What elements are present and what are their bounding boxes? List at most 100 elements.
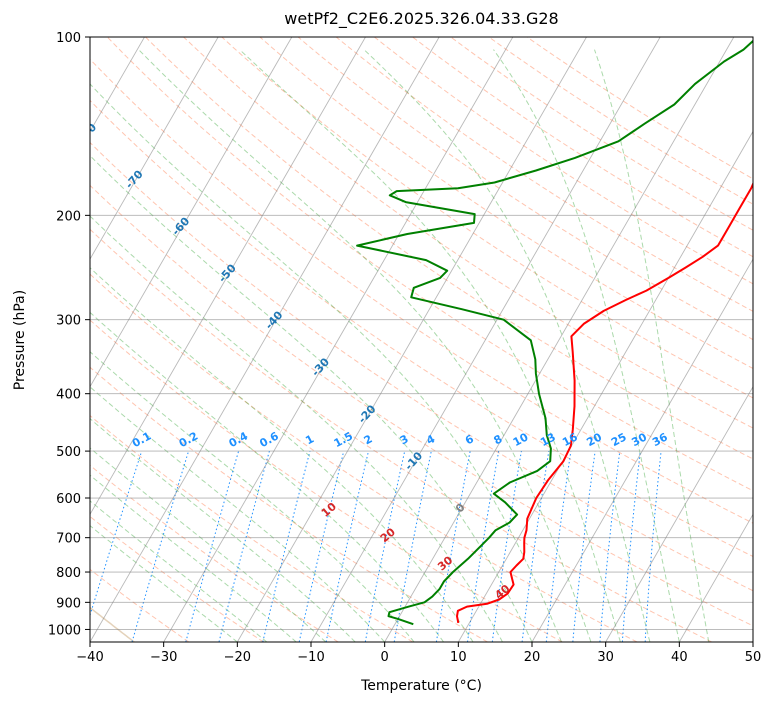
dry-adiabat [183,37,753,429]
mixing-ratio-line [545,451,572,642]
mixing-ratio-line [491,451,522,642]
moist-adiabat [90,386,386,642]
mixing-ratio-label: 20 [584,430,604,449]
plot-frame [89,36,754,643]
dry-adiabat [90,414,414,642]
mixing-ratio-label: 13 [538,430,558,449]
mixing-ratio-line [435,451,471,642]
dry-adiabat [90,99,753,558]
x-tick-label: 30 [597,650,614,665]
dry-adiabat [90,319,563,642]
moist-adiabat [90,215,503,642]
mixing-ratio-label: 0.1 [130,429,153,450]
x-tick-label: −30 [150,650,177,665]
wetbulb-label: -40 [263,308,286,332]
mixing-ratio-line [393,451,432,642]
y-tick-label: 800 [56,566,81,581]
x-tick-label: 10 [450,650,467,665]
dry-adiabat [450,37,753,231]
wetbulb-label: -100 [0,24,9,53]
moist-adiabat [239,49,621,642]
mixing-ratio-label: 6 [463,432,476,447]
x-tick-label: 50 [745,650,762,665]
moist-adiabat [90,525,238,642]
isotherm-line [605,385,753,642]
moist-adiabat [90,155,533,642]
y-tick-label: 700 [56,532,81,547]
moist-adiabat [138,49,592,642]
moist-adiabat [90,311,444,642]
y-tick-label: 300 [56,314,81,329]
moist-adiabat [493,49,680,642]
isotherm-line [90,37,366,516]
dry-adiabat [412,37,753,258]
wetbulb-label: -80 [76,121,99,145]
mixing-ratio-label: 2 [362,432,375,447]
moist-adiabat-label: 20 [378,525,398,545]
mixing-ratio-line [599,451,621,642]
moist-adiabat [594,49,710,642]
moist-adiabat [90,447,327,642]
isotherm-line [163,37,514,642]
moist-adiabat [90,351,415,642]
x-axis-label: Temperature (°C) [361,678,482,694]
mixing-ratio-line [621,451,641,642]
mixing-ratio-label: 0.4 [227,429,251,450]
isotherm-line [678,513,753,642]
moist-adiabat [90,267,474,642]
mixing-ratio-line [218,450,270,642]
y-axis-label: Pressure (hPa) [12,289,28,391]
mixing-ratio-line [364,450,406,642]
moist-adiabat [363,49,651,642]
y-tick-label: 400 [56,388,81,403]
dewpoint-line [356,39,753,626]
y-tick-label: 1000 [48,623,81,638]
dry-adiabat [90,141,753,592]
mixing-ratio-label: 36 [650,430,670,449]
mixing-ratio-line [262,450,311,642]
isotherm-line [90,37,293,388]
mixing-ratio-label: 25 [609,430,629,449]
moist-adiabat-label: 10 [319,500,339,520]
mixing-ratio-label: 16 [560,430,580,449]
isotherm-line [90,37,440,642]
mixing-ratio-line [131,450,190,642]
mixing-ratio-label: 10 [511,430,531,449]
dry-adiabat [90,58,753,524]
dry-adiabat [259,37,753,370]
x-tick-label: −10 [297,650,324,665]
moist-adiabat-label: 30 [435,553,455,573]
moist-adiabat [90,417,356,642]
dry-adiabat [90,366,488,642]
dry-adiabat [90,515,264,642]
wetbulb-label: -60 [169,214,192,238]
isotherm-line [384,37,735,642]
isotherm-line [457,130,753,642]
isotherm-line [310,37,661,642]
temperature-line [456,181,753,624]
dry-adiabat [488,37,753,205]
mixing-ratio-line [298,450,345,642]
dry-adiabat [90,464,339,642]
mixing-ratio-label: 0.6 [258,429,282,450]
dry-adiabat [90,273,638,642]
moist-adiabat [90,474,297,642]
wetbulb-label: -90 [30,74,53,98]
mixing-ratio-label: 3 [398,432,411,447]
mixing-ratio-label: 30 [629,430,649,449]
mixing-ratio-line [90,450,143,617]
chart-title: wetPf2_C2E6.2025.326.04.33.G28 [284,9,559,28]
dry-adiabat [374,37,753,285]
x-tick-label: −40 [76,650,103,665]
mixing-ratio-label: 1.5 [332,429,355,450]
dry-adiabat [145,37,753,460]
y-tick-label: 900 [56,596,81,611]
moist-adiabat-label: 40 [492,582,512,602]
y-tick-label: 600 [56,492,81,507]
wetbulb-label: -10 [402,449,425,473]
wetbulb-label: -70 [123,168,146,192]
isotherm-line [531,258,753,642]
isotherm-line [752,641,753,642]
